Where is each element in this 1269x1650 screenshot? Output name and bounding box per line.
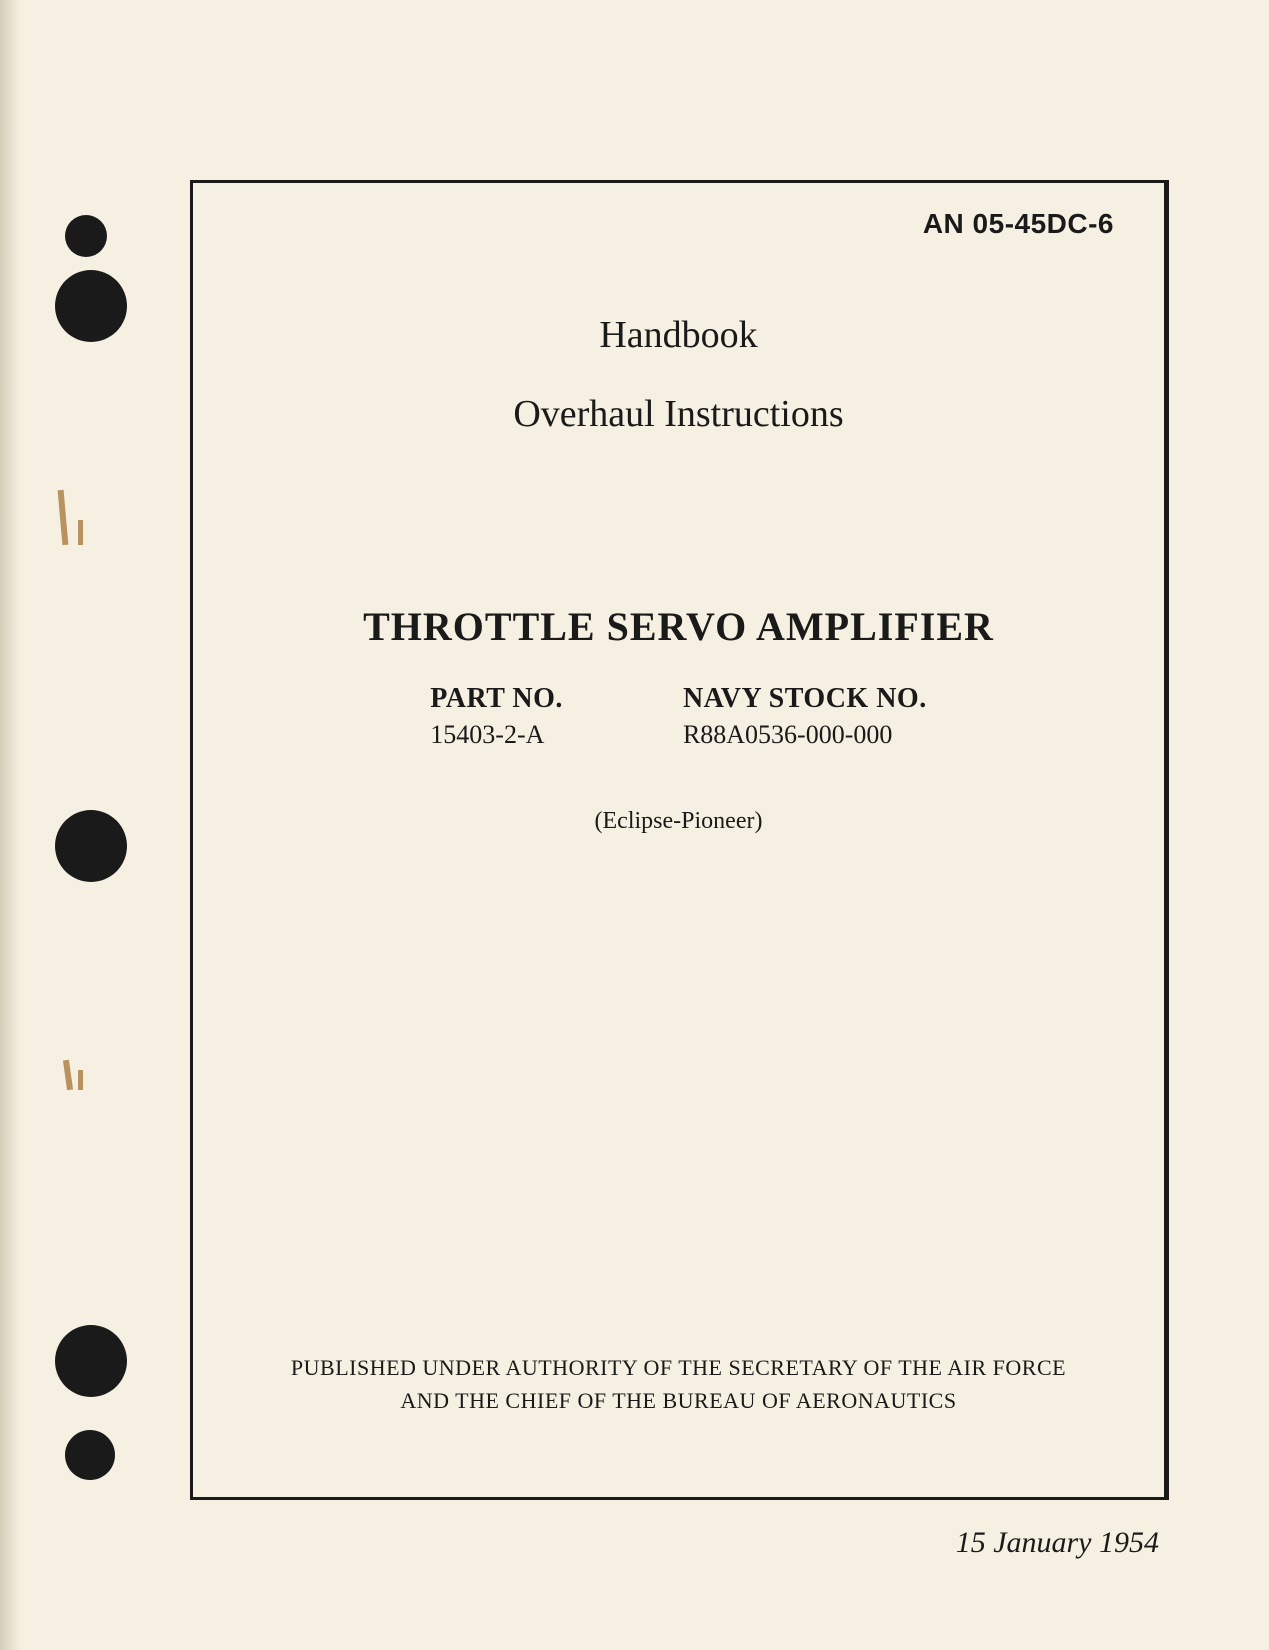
page-container: AN 05-45DC-6 Handbook Overhaul Instructi…	[30, 30, 1239, 1620]
navy-stock-value: R88A0536-000-000	[683, 720, 927, 750]
document-number: AN 05-45DC-6	[923, 208, 1114, 240]
paper-stain	[78, 520, 83, 545]
authority-block: PUBLISHED UNDER AUTHORITY OF THE SECRETA…	[193, 1351, 1164, 1417]
handbook-title-line2: Overhaul Instructions	[193, 392, 1164, 436]
authority-line2: AND THE CHIEF OF THE BUREAU OF AERONAUTI…	[193, 1384, 1164, 1417]
main-title: THROTTLE SERVO AMPLIFIER	[193, 603, 1164, 650]
handbook-title-line1: Handbook	[193, 313, 1164, 357]
binder-hole	[55, 810, 127, 882]
publication-date: 15 January 1954	[956, 1526, 1159, 1560]
page-edge-shadow	[0, 0, 20, 1650]
title-block: Handbook Overhaul Instructions	[193, 313, 1164, 436]
binder-hole	[65, 215, 107, 257]
navy-stock-label: NAVY STOCK NO.	[683, 683, 927, 715]
manufacturer-text: (Eclipse-Pioneer)	[193, 808, 1164, 835]
part-number-column: PART NO. 15403-2-A	[430, 683, 563, 750]
part-number-value: 15403-2-A	[430, 720, 563, 750]
authority-line1: PUBLISHED UNDER AUTHORITY OF THE SECRETA…	[193, 1351, 1164, 1384]
navy-stock-column: NAVY STOCK NO. R88A0536-000-000	[683, 683, 927, 750]
paper-stain	[63, 1060, 73, 1091]
paper-stain	[58, 490, 69, 545]
document-frame: AN 05-45DC-6 Handbook Overhaul Instructi…	[190, 180, 1169, 1500]
binder-hole	[55, 270, 127, 342]
part-info-block: PART NO. 15403-2-A NAVY STOCK NO. R88A05…	[193, 683, 1164, 750]
binder-hole	[65, 1430, 115, 1480]
paper-stain	[78, 1070, 83, 1090]
part-number-label: PART NO.	[430, 683, 563, 715]
binder-hole	[55, 1325, 127, 1397]
